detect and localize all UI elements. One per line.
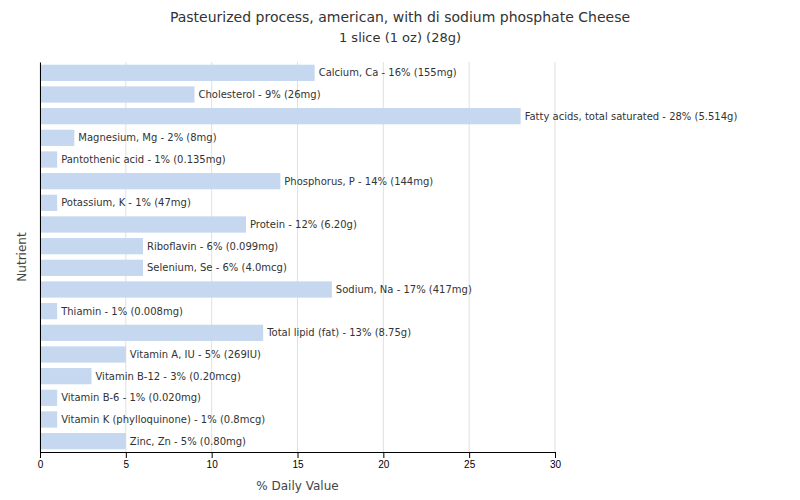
category-label: Vitamin A, IU - 5% (269IU): [130, 349, 261, 360]
bar-labels: Calcium, Ca - 16% (155mg) Cholesterol - 9…: [60, 67, 737, 446]
x-tick-label: 30: [550, 459, 562, 470]
x-tick-label: 5: [124, 459, 130, 470]
x-tick: 10: [207, 452, 219, 470]
chart: Calcium, Ca - 16% (155mg) Cholesterol - 9…: [0, 0, 800, 500]
bar: [40, 368, 92, 384]
bars: [40, 65, 521, 450]
x-tick-mark: [383, 452, 384, 458]
category-label: Vitamin K (phylloquinone) - 1% (0.8mcg): [61, 414, 265, 425]
bar: [40, 108, 521, 124]
bar: [40, 260, 143, 276]
y-axis: [40, 63, 41, 453]
x-tick-mark: [298, 452, 299, 458]
bar: [40, 303, 57, 319]
x-tick: 5: [124, 452, 130, 470]
bar: [40, 433, 126, 449]
grid-line: [40, 62, 41, 452]
category-label: Sodium, Na - 17% (417mg): [336, 284, 472, 295]
x-axis: 0 5 10 15 20 25 30: [38, 452, 562, 470]
category-label: Magnesium, Mg - 2% (8mg): [78, 132, 216, 143]
category-label: Cholesterol - 9% (26mg): [199, 89, 321, 100]
x-tick-mark: [212, 452, 213, 458]
bar: [40, 195, 57, 211]
bar: [40, 325, 263, 341]
category-label: Pantothenic acid - 1% (0.135mg): [61, 154, 226, 165]
category-label: Riboflavin - 6% (0.099mg): [147, 241, 278, 252]
category-label: Total lipid (fat) - 13% (8.75g): [266, 327, 411, 338]
x-tick: 25: [464, 452, 476, 470]
category-label: Zinc, Zn - 5% (0.80mg): [130, 436, 246, 447]
category-label: Vitamin B-6 - 1% (0.020mg): [61, 392, 201, 403]
y-axis-line: [40, 63, 41, 453]
x-axis-line: [41, 453, 556, 459]
bar: [40, 65, 315, 81]
x-tick: 0: [38, 452, 44, 470]
title: Pasteurized process, american, with di s…: [170, 9, 630, 25]
bar: [40, 86, 195, 102]
bar: [40, 173, 280, 189]
bar: [40, 411, 57, 427]
bar: [40, 151, 57, 167]
category-label: Selenium, Se - 6% (4.0mcg): [147, 262, 287, 273]
x-axis-title: % Daily Value: [256, 479, 338, 493]
category-label: Thiamin - 1% (0.008mg): [60, 306, 183, 317]
plot: Calcium, Ca - 16% (155mg) Cholesterol - 9…: [38, 62, 738, 470]
x-tick-mark: [126, 452, 127, 458]
bar: [40, 390, 57, 406]
bar: [40, 346, 126, 362]
category-label: Calcium, Ca - 16% (155mg): [319, 67, 457, 78]
x-tick-label: 15: [292, 459, 304, 470]
bar: [40, 130, 74, 146]
x-tick: 30: [550, 452, 562, 470]
x-tick-mark: [40, 452, 41, 458]
category-label: Potassium, K - 1% (47mg): [61, 197, 191, 208]
x-tick-label: 20: [378, 459, 390, 470]
category-label: Vitamin B-12 - 3% (0.20mcg): [96, 371, 241, 382]
x-tick-mark: [555, 452, 556, 458]
x-tick-label: 0: [38, 459, 44, 470]
category-label: Protein - 12% (6.20g): [250, 219, 357, 230]
x-tick: 20: [378, 452, 390, 470]
bar: [40, 216, 246, 232]
subtitle: 1 slice (1 oz) (28g): [339, 30, 461, 45]
bar: [40, 281, 332, 297]
grid: [40, 62, 555, 452]
x-tick: 15: [292, 452, 304, 470]
category-label: Fatty acids, total saturated - 28% (5.51…: [525, 111, 738, 122]
x-tick-label: 10: [207, 459, 219, 470]
y-axis-title: Nutrient: [15, 232, 29, 282]
x-tick-mark: [469, 452, 470, 458]
category-label: Phosphorus, P - 14% (144mg): [284, 176, 433, 187]
bar: [40, 238, 143, 254]
x-tick-label: 25: [464, 459, 476, 470]
